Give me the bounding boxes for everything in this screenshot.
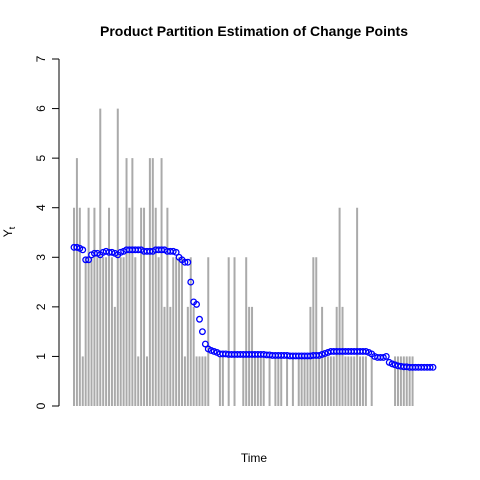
chart-title: Product Partition Estimation of Change P…	[100, 23, 408, 39]
estimate-point	[382, 352, 390, 360]
estimate-point	[187, 278, 195, 286]
estimate-point	[426, 363, 434, 371]
estimate-points	[70, 243, 437, 371]
estimate-point	[82, 256, 90, 264]
estimate-point	[172, 248, 180, 256]
y-tick-label: 6	[34, 105, 48, 112]
y-tick-label: 7	[34, 55, 48, 62]
estimate-point	[198, 328, 206, 336]
y-tick-label: 0	[34, 402, 48, 409]
estimate-point	[196, 315, 203, 323]
svg-text:Yt: Yt	[1, 226, 17, 237]
y-tick-label: 2	[34, 303, 48, 310]
x-axis-label: Time	[241, 451, 268, 465]
y-tick-label: 4	[34, 204, 48, 211]
y-tick-label: 3	[34, 254, 48, 261]
estimate-point	[193, 300, 201, 308]
estimate-point	[429, 363, 437, 371]
y-axis-label: Yt	[1, 226, 17, 237]
y-axis-label-main: Y	[1, 229, 15, 237]
estimate-point	[79, 246, 87, 254]
estimate-point	[85, 256, 93, 264]
y-tick-label: 1	[34, 353, 48, 360]
y-tick-label: 5	[34, 154, 48, 161]
y-axis: 0 1 2 3 4 5 6 7	[34, 55, 60, 409]
y-axis-label-subscript: t	[7, 226, 17, 229]
estimate-point	[181, 258, 189, 266]
count-bars	[73, 108, 414, 406]
estimate-point	[201, 340, 209, 348]
estimate-point	[184, 258, 192, 266]
